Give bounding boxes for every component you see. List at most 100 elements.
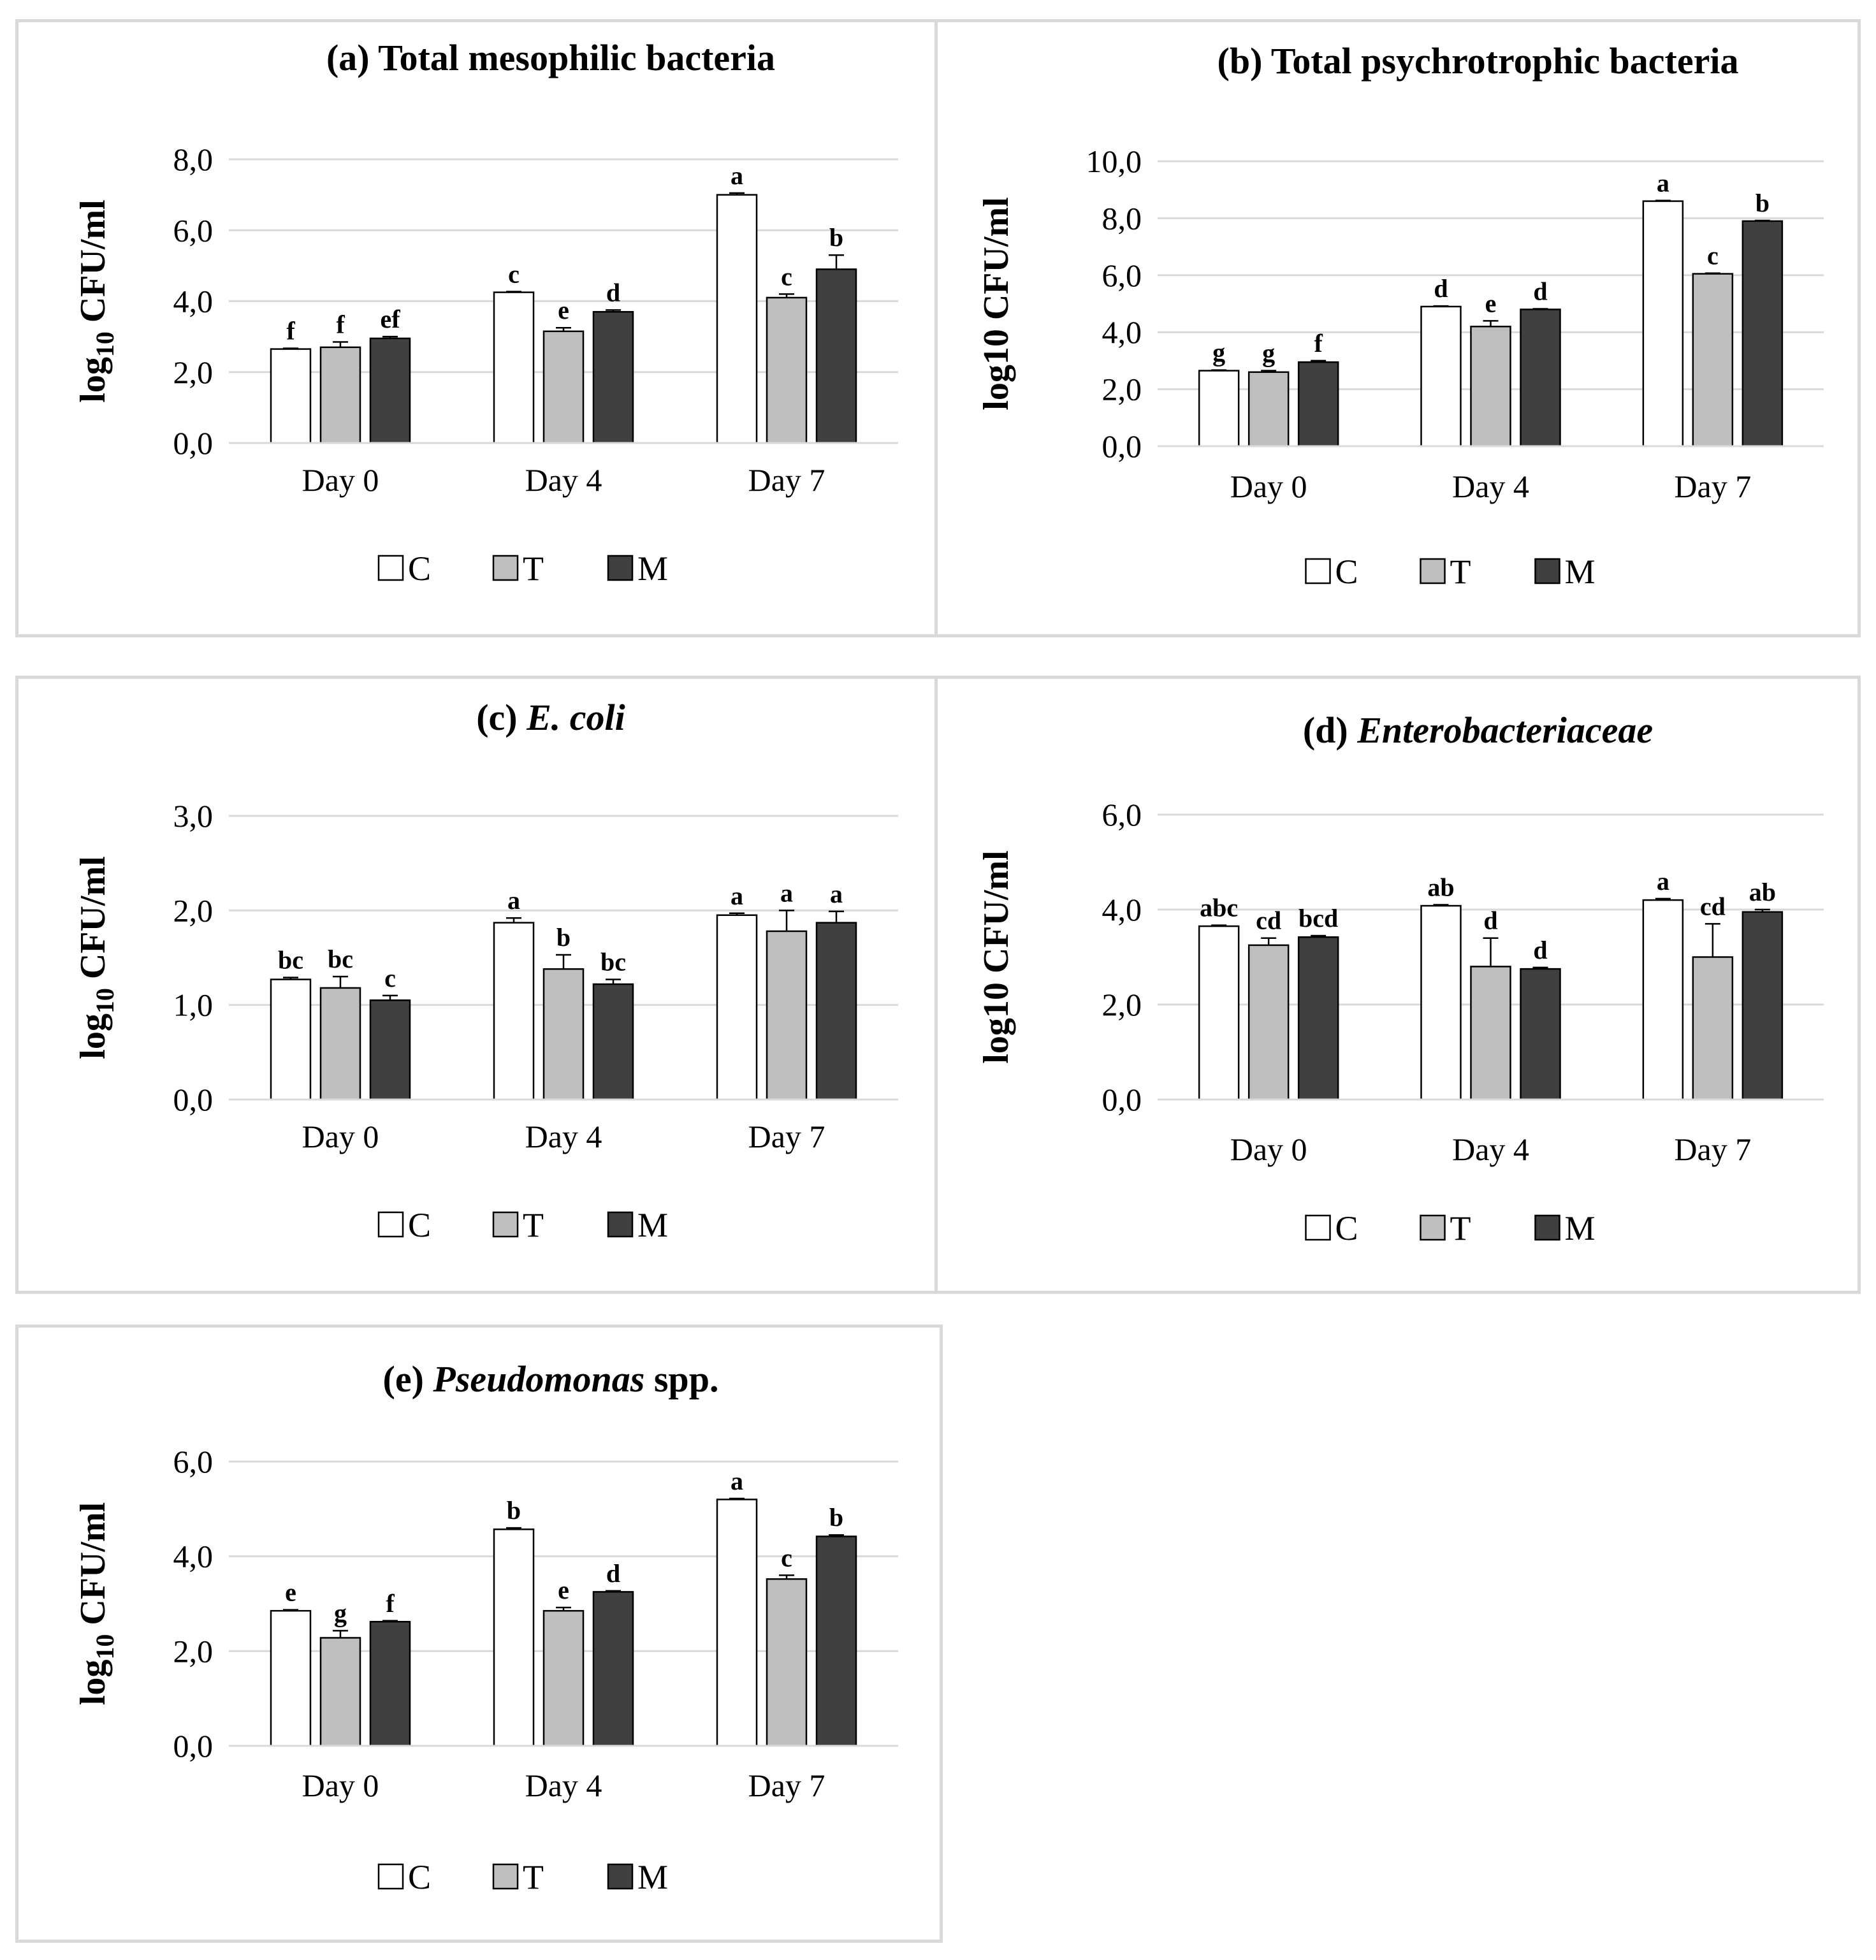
legend-label: C [1335,1209,1358,1247]
x-category-label: Day 7 [748,1119,825,1154]
bar-c [1198,370,1240,447]
legend-label: T [523,549,544,588]
legend-swatch-c [1305,558,1331,584]
significance-label: ef [380,305,400,333]
bar-t [1247,371,1290,447]
bar-t [319,346,361,444]
bar-m [815,922,857,1101]
legend-swatch-t [492,555,519,581]
chart-title: (e) Pseudomonas spp. [383,1358,719,1400]
bar-t [319,987,361,1101]
chart-panel-a: (a) Total mesophilic bacteria log10 CFU/m… [15,19,938,637]
bar-m [592,1591,634,1747]
significance-label: e [558,1576,569,1604]
bar-c [270,1609,312,1747]
legend-label: T [1450,1209,1471,1247]
chart-title-main: Total psychrotrophic bacteria [1271,40,1739,82]
y-axis-label: log10 CFU/ml [73,856,119,1059]
bar-c [716,194,758,444]
legend-swatch-m [607,1863,634,1890]
chart-title-prefix: (d) [1303,709,1357,751]
y-tick-label: 6,0 [1102,258,1142,293]
significance-label: b [507,1496,521,1525]
significance-label: d [1483,906,1497,935]
legend-swatch-c [377,1211,404,1238]
legend-label: T [523,1858,544,1896]
significance-label: abc [1200,894,1238,922]
x-category-label: Day 0 [302,462,379,498]
bar-t [542,1609,585,1747]
y-tick-label: 8,0 [1102,200,1142,236]
bar-c [493,291,535,444]
x-category-label: Day 4 [1452,468,1529,504]
bar-c [1420,305,1462,447]
significance-label: bc [278,946,303,975]
chart-panel-e: (e) Pseudomonas spp. log10 CFU/ml 0,0 2,0 4,… [15,1325,943,1943]
chart-title-prefix: (b) [1218,40,1271,82]
bar-c [1198,925,1240,1101]
significance-label: c [781,262,792,291]
y-tick-label: 4,0 [1102,892,1142,927]
legend-label: M [1565,1209,1596,1247]
significance-label: bc [600,948,626,976]
y-tick-label: 4,0 [173,284,214,319]
bar-t [1247,944,1290,1101]
chart-title-main: E. coli [526,697,625,738]
legend-label: M [637,549,668,588]
y-tick-label: 4,0 [173,1539,214,1574]
legend-label: C [1335,553,1358,591]
legend-label: C [408,1858,431,1896]
chart-svg: (c) E. coli log10 CFU/ml 0,0 1,0 2,0 3,0 Day 0… [73,697,898,1244]
bar-c [493,922,535,1101]
chart-title-prefix: (c) [476,697,527,738]
significance-label: d [606,1559,620,1588]
significance-label: f [336,310,345,338]
y-tick-label: 1,0 [173,987,214,1023]
chart-svg: (b) Total psychrotrophic bacteria log10 C… [977,40,1824,591]
x-category-label: Day 4 [1452,1131,1529,1167]
significance-label: cd [1700,892,1726,920]
x-category-label: Day 7 [1674,468,1751,504]
bar-m [815,268,857,444]
y-tick-label: 2,0 [173,1633,214,1669]
bar-c [493,1528,535,1747]
bar-m [369,999,411,1101]
chart-title-prefix: (a) [326,37,378,78]
significance-label: ab [1427,873,1454,902]
significance-label: a [780,878,793,907]
chart-panel-c: (c) E. coli log10 CFU/ml 0,0 1,0 2,0 3,0 Day 0… [15,676,938,1294]
legend-label: M [1565,553,1596,591]
significance-label: d [1533,277,1547,306]
bar-c [716,1499,758,1747]
significance-label: cd [1256,906,1281,935]
legend-swatch-t [492,1211,519,1238]
y-axis-label: log10 CFU/ml [73,1502,119,1705]
chart-svg: (e) Pseudomonas spp. log10 CFU/ml 0,0 2,0 4,… [73,1358,898,1896]
y-tick-label: 6,0 [173,1444,214,1479]
bar-t [1692,956,1734,1101]
bar-t [1470,326,1511,447]
legend-label: T [1450,553,1471,591]
significance-label: a [731,1467,743,1495]
significance-label: bcd [1298,904,1338,933]
bar-c [716,914,758,1101]
x-category-label: Day 4 [525,462,602,498]
bar-m [592,310,634,444]
significance-label: b [829,223,843,252]
significance-label: b [556,923,571,952]
legend-swatch-c [377,555,404,581]
significance-label: c [1707,242,1719,270]
legend-swatch-c [377,1863,404,1890]
legend-label: M [637,1858,668,1896]
y-tick-label: 2,0 [1102,372,1142,407]
chart-title-main: Pseudomonas [432,1358,644,1400]
significance-label: g [1212,338,1225,367]
y-tick-label: 0,0 [173,1728,214,1764]
x-category-label: Day 4 [525,1768,602,1803]
x-category-label: Day 7 [748,1768,825,1803]
legend-swatch-t [1420,558,1446,584]
significance-label: g [334,1599,347,1627]
bar-c [270,978,312,1101]
x-category-label: Day 7 [1674,1131,1751,1167]
y-tick-label: 0,0 [173,1082,214,1117]
